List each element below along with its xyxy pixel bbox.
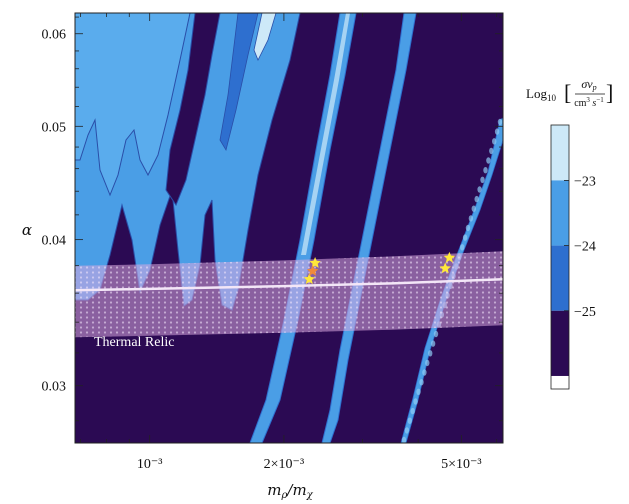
markers xyxy=(303,251,456,285)
y-tick-label-1: 0.04 xyxy=(42,234,67,249)
marker-star-1 xyxy=(309,257,321,268)
svg-text:Log10: Log10 xyxy=(526,86,556,103)
thermal-relic-label: Thermal Relic xyxy=(94,335,174,350)
svg-text:]: ] xyxy=(606,80,613,105)
svg-text:[: [ xyxy=(564,80,571,105)
y-tick-label-3: 0.06 xyxy=(42,28,67,43)
marker-star-4 xyxy=(443,251,456,263)
thermal-relic-center-line xyxy=(75,277,503,292)
resonance-strip-2 xyxy=(321,13,417,443)
x-axis: 10⁻³ 2×10⁻³ 5×10⁻³ xyxy=(80,13,498,472)
contour-region-mid-strip xyxy=(219,13,259,152)
plot-area xyxy=(75,13,503,443)
contour-region-light-upper xyxy=(253,13,277,61)
colorbar-tick-label-2: −25 xyxy=(574,305,596,320)
thermal-relic-band-texture xyxy=(75,251,503,338)
x-tick-label-2: 5×10⁻³ xyxy=(441,457,481,472)
svg-text:cm3 s−1: cm3 s−1 xyxy=(574,96,604,109)
contour-region-inner-wave xyxy=(75,13,191,197)
x-axis-label: mρ/mχ xyxy=(267,481,313,501)
colorbar-tick-label-1: −24 xyxy=(574,240,596,255)
colorbar: −23 −24 −25 Log10 [ σvp cm3 s−1 ] xyxy=(526,77,613,390)
marker-star-2 xyxy=(306,265,319,276)
x-tick-label-1: 2×10⁻³ xyxy=(264,457,304,472)
y-axis-label: α xyxy=(22,221,32,239)
resonance-strip-1-core xyxy=(301,13,350,255)
colorbar-level-2 xyxy=(551,245,569,311)
colorbar-tick-label-0: −23 xyxy=(574,174,596,189)
marker-star-0 xyxy=(303,273,315,285)
colorbar-level-3 xyxy=(551,310,569,376)
contour-region-dark-wedge xyxy=(165,13,221,207)
marker-star-3 xyxy=(439,262,451,274)
svg-text:σvp: σvp xyxy=(581,77,596,92)
colorbar-level-1 xyxy=(551,180,569,246)
colorbar-title: Log10 [ σvp cm3 s−1 ] xyxy=(526,77,613,109)
colorbar-level-0 xyxy=(551,125,569,181)
colorbar-frame xyxy=(550,124,570,390)
y-tick-label-0: 0.03 xyxy=(42,380,67,395)
y-tick-label-2: 0.05 xyxy=(42,120,67,135)
plot-frame xyxy=(74,12,504,444)
x-tick-label-0: 10⁻³ xyxy=(137,457,163,472)
y-axis: 0.03 0.04 0.05 0.06 xyxy=(42,16,503,422)
